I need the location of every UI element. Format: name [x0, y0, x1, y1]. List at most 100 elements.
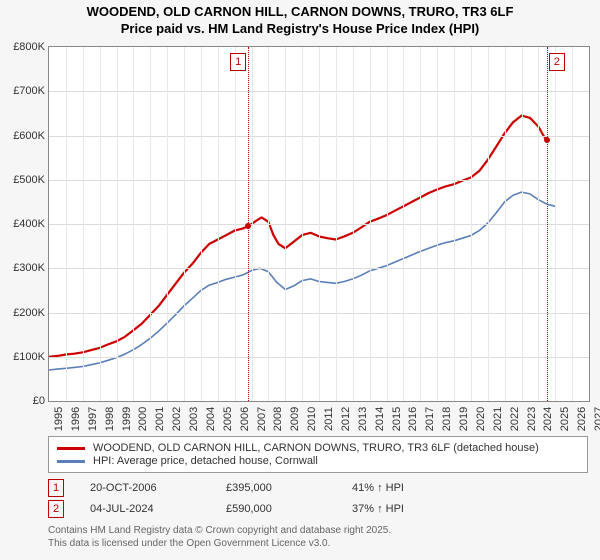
x-axis-label: 1999	[121, 407, 133, 431]
grid-line-vertical	[235, 47, 236, 401]
grid-line-vertical	[117, 47, 118, 401]
grid-line-vertical	[83, 47, 84, 401]
grid-line-vertical	[403, 47, 404, 401]
y-axis-label: £0	[5, 395, 45, 407]
sales-table-row: 1 20-OCT-2006 £395,000 41% ↑ HPI	[48, 479, 588, 497]
legend-and-footer: WOODEND, OLD CARNON HILL, CARNON DOWNS, …	[48, 436, 588, 550]
grid-line-vertical	[268, 47, 269, 401]
legend-swatch	[57, 447, 85, 450]
x-axis-label: 2020	[475, 407, 487, 431]
x-axis-label: 1997	[87, 407, 99, 431]
legend-label: HPI: Average price, detached house, Corn…	[93, 455, 318, 467]
sales-row-date: 20-OCT-2006	[90, 482, 200, 494]
x-axis-label: 2019	[458, 407, 470, 431]
x-axis-label: 2027	[593, 407, 600, 431]
x-axis-label: 2026	[576, 407, 588, 431]
x-axis-label: 2008	[272, 407, 284, 431]
title-line-2: Price paid vs. HM Land Registry's House …	[0, 21, 600, 38]
sales-row-price: £395,000	[226, 482, 326, 494]
grid-line-vertical	[336, 47, 337, 401]
sales-row-delta: 37% ↑ HPI	[352, 503, 404, 515]
x-axis-label: 2025	[559, 407, 571, 431]
sales-row-price: £590,000	[226, 503, 326, 515]
y-axis-label: £300K	[5, 262, 45, 274]
sale-reference-badge: 1	[230, 53, 246, 71]
legend-box: WOODEND, OLD CARNON HILL, CARNON DOWNS, …	[48, 436, 588, 473]
grid-line-vertical	[150, 47, 151, 401]
sale-marker-dot	[245, 223, 251, 229]
grid-line-vertical	[319, 47, 320, 401]
y-axis-label: £800K	[5, 41, 45, 53]
legend-label: WOODEND, OLD CARNON HILL, CARNON DOWNS, …	[93, 442, 539, 454]
grid-line-vertical	[420, 47, 421, 401]
grid-line-vertical	[353, 47, 354, 401]
grid-line-vertical	[201, 47, 202, 401]
grid-line-vertical	[488, 47, 489, 401]
title-line-1: WOODEND, OLD CARNON HILL, CARNON DOWNS, …	[0, 4, 600, 21]
x-axis-label: 2000	[137, 407, 149, 431]
grid-line-vertical	[252, 47, 253, 401]
x-axis-label: 2021	[492, 407, 504, 431]
x-axis-label: 2014	[374, 407, 386, 431]
footer-note: Contains HM Land Registry data © Crown c…	[48, 524, 588, 550]
x-axis-label: 2023	[526, 407, 538, 431]
sales-table: 1 20-OCT-2006 £395,000 41% ↑ HPI 2 04-JUL-202…	[48, 479, 588, 518]
sales-row-delta: 41% ↑ HPI	[352, 482, 404, 494]
grid-line-vertical	[218, 47, 219, 401]
x-axis-label: 2024	[542, 407, 554, 431]
y-axis-label: £400K	[5, 218, 45, 230]
grid-line-vertical	[133, 47, 134, 401]
sales-row-badge: 1	[48, 479, 64, 497]
legend-row: HPI: Average price, detached house, Corn…	[57, 455, 579, 467]
x-axis-label: 2004	[205, 407, 217, 431]
grid-line-vertical	[184, 47, 185, 401]
x-axis-label: 2010	[306, 407, 318, 431]
sales-table-row: 2 04-JUL-2024 £590,000 37% ↑ HPI	[48, 500, 588, 518]
grid-line-vertical	[522, 47, 523, 401]
sale-reference-line	[547, 47, 548, 401]
x-axis-label: 2006	[239, 407, 251, 431]
grid-line-vertical	[454, 47, 455, 401]
grid-line-vertical	[471, 47, 472, 401]
chart-container: WOODEND, OLD CARNON HILL, CARNON DOWNS, …	[0, 0, 600, 560]
grid-line-vertical	[555, 47, 556, 401]
sales-row-date: 04-JUL-2024	[90, 503, 200, 515]
grid-line-vertical	[167, 47, 168, 401]
x-axis-label: 2017	[424, 407, 436, 431]
sales-row-badge: 2	[48, 500, 64, 518]
x-axis-label: 2005	[222, 407, 234, 431]
y-axis-label: £500K	[5, 174, 45, 186]
grid-line-vertical	[505, 47, 506, 401]
grid-line-vertical	[387, 47, 388, 401]
chart-title: WOODEND, OLD CARNON HILL, CARNON DOWNS, …	[0, 0, 600, 38]
grid-line-vertical	[538, 47, 539, 401]
x-axis-label: 2009	[289, 407, 301, 431]
grid-line-vertical	[285, 47, 286, 401]
grid-line-vertical	[100, 47, 101, 401]
footer-line-2: This data is licensed under the Open Gov…	[48, 537, 588, 550]
x-axis-label: 1998	[104, 407, 116, 431]
series-line	[49, 116, 547, 357]
grid-line-vertical	[66, 47, 67, 401]
x-axis-label: 2013	[357, 407, 369, 431]
legend-swatch	[57, 460, 85, 463]
grid-line-vertical	[370, 47, 371, 401]
sale-marker-dot	[544, 137, 550, 143]
y-axis-label: £100K	[5, 351, 45, 363]
grid-line-vertical	[572, 47, 573, 401]
x-axis-label: 2018	[441, 407, 453, 431]
y-axis-label: £600K	[5, 130, 45, 142]
y-axis-label: £700K	[5, 85, 45, 97]
x-axis-label: 2011	[323, 407, 335, 431]
sale-reference-badge: 2	[549, 53, 565, 71]
x-axis-label: 2002	[171, 407, 183, 431]
x-axis-label: 1995	[53, 407, 65, 431]
x-axis-label: 2022	[509, 407, 521, 431]
grid-line-vertical	[302, 47, 303, 401]
x-axis-label: 1996	[70, 407, 82, 431]
y-axis-label: £200K	[5, 307, 45, 319]
grid-line-vertical	[437, 47, 438, 401]
x-axis-label: 2015	[391, 407, 403, 431]
x-axis-label: 2012	[340, 407, 352, 431]
footer-line-1: Contains HM Land Registry data © Crown c…	[48, 524, 588, 537]
